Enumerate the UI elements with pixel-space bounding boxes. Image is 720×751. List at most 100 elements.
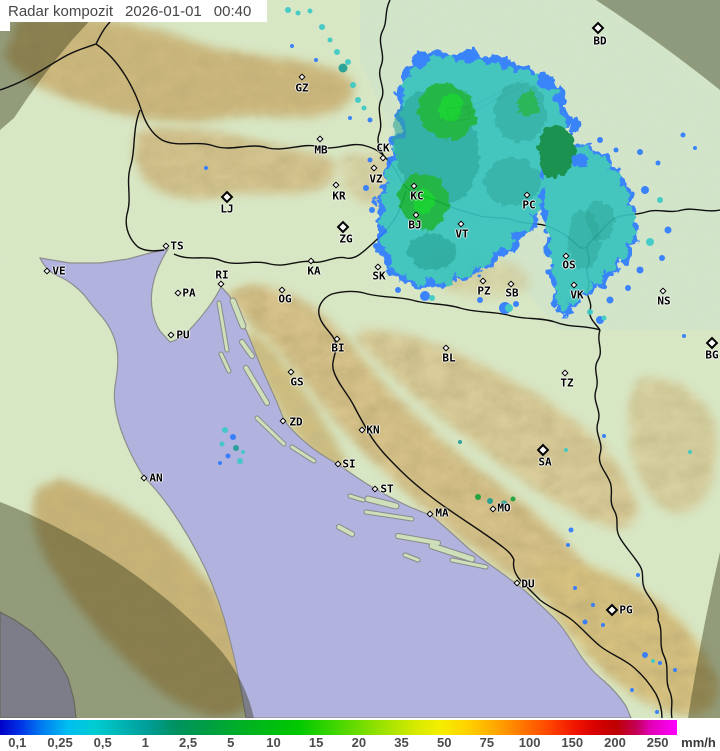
title-bar: Radar kompozit 2026-01-01 00:40	[0, 0, 267, 22]
legend-tick: 0,1	[8, 735, 27, 750]
radar-echo-dot	[513, 301, 519, 307]
radar-echo-dot	[458, 440, 462, 444]
legend-tick: 1	[141, 735, 150, 750]
radar-echo-dot	[477, 297, 483, 303]
radar-echo-dot	[395, 287, 401, 293]
radar-echo-dot	[237, 458, 243, 464]
radar-echo-dot	[613, 147, 619, 153]
radar-echo-dot	[688, 450, 692, 454]
legend-tick: 15	[308, 735, 324, 750]
radar-echo-dot	[475, 494, 481, 500]
legend-color-scale	[0, 720, 677, 735]
legend-tick: 50	[436, 735, 452, 750]
radar-echo-dot	[510, 496, 516, 502]
legend-tick: 75	[479, 735, 495, 750]
radar-echo-dot	[334, 49, 340, 55]
product-time: 00:40	[213, 2, 252, 20]
radar-echo-dot	[636, 266, 644, 274]
legend-tick: 10	[266, 735, 281, 750]
radar-echo-dot	[568, 527, 574, 533]
radar-echo-dot	[601, 623, 605, 627]
radar-echo-dot	[630, 688, 634, 692]
radar-echo-dot	[345, 59, 351, 65]
radar-echo-dot	[664, 226, 672, 234]
radar-echo-dot	[636, 573, 640, 577]
radar-echo-dot	[655, 710, 659, 714]
radar-echo-dot	[658, 661, 662, 665]
islands-layer	[216, 297, 489, 570]
radar-echo-dot	[218, 461, 222, 465]
radar-echo-dot	[505, 304, 513, 312]
title-notch	[0, 22, 10, 31]
radar-echo-dot	[601, 315, 607, 321]
radar-echo-dot	[285, 7, 291, 13]
product-date: 2026-01-01	[125, 2, 202, 20]
radar-echo-dot	[241, 450, 245, 454]
map-canvas	[0, 0, 720, 718]
radar-map	[0, 0, 720, 718]
radar-echo-dot	[233, 445, 239, 451]
radar-echo-dot	[625, 285, 631, 291]
radar-echo-dot	[642, 652, 648, 658]
legend-tick: 2,5	[179, 735, 198, 750]
radar-echo-dot	[338, 63, 348, 73]
radar-echo-dot	[659, 255, 665, 261]
radar-echo-dot	[307, 8, 313, 14]
radar-echo-dot	[420, 291, 430, 301]
radar-echo-dot	[384, 258, 392, 266]
out-of-range-layer	[0, 0, 720, 718]
radar-echo-dot	[602, 434, 606, 438]
radar-echo-dot	[219, 441, 225, 447]
legend-unit: mm/h	[681, 735, 716, 750]
radar-echo-dot	[641, 186, 649, 194]
radar-echo-dot	[646, 238, 654, 246]
radar-echo-dot	[582, 619, 588, 625]
radar-echo-dot	[204, 166, 208, 170]
radar-echo-dot	[222, 427, 228, 433]
radar-echo-dot	[350, 82, 356, 88]
legend-ticks: 0,1 0,25 0,5 1 2,5 5 10 15 20 35 50 75 100 150 200 250	[0, 735, 680, 750]
radar-echo-dot	[655, 160, 661, 166]
radar-layer	[204, 7, 697, 714]
radar-echo-dot	[606, 296, 614, 304]
radar-echo-dot	[295, 10, 301, 16]
radar-echo-dot	[429, 295, 435, 301]
radar-echo-dot	[637, 149, 643, 155]
radar-echo-dot	[369, 207, 375, 213]
radar-echo-dot	[230, 434, 236, 440]
radar-echo-dot	[591, 603, 595, 607]
radar-echo-dot	[319, 24, 325, 30]
radar-echo-dot	[355, 97, 361, 103]
radar-echo-dot	[361, 105, 367, 111]
radar-echo-dot	[487, 498, 493, 504]
radar-echo-dot	[327, 37, 333, 43]
radar-echo-dot	[693, 146, 697, 150]
radar-echo-dot	[314, 58, 318, 62]
radar-echo-dot	[597, 137, 603, 143]
legend-tick: 5	[227, 735, 235, 750]
legend-tick: 200	[604, 735, 626, 750]
product-title: Radar kompozit	[8, 2, 114, 20]
radar-echo-dot	[651, 659, 655, 663]
radar-echo-dot	[367, 117, 373, 123]
radar-echo-dot	[682, 334, 686, 338]
radar-echo-dot	[348, 116, 352, 120]
radar-echo-dot	[566, 543, 570, 547]
radar-echo-dot	[673, 668, 677, 672]
radar-echo-dot	[657, 197, 663, 203]
legend-bar: 0,1 0,25 0,5 1 2,5 5 10 15 20 35 50 75 100 150 200 250 …	[0, 718, 720, 751]
radar-echo-dot	[290, 44, 294, 48]
legend-tick: 250	[646, 735, 669, 750]
radar-echo-dot	[573, 586, 577, 590]
radar-echo-dot	[373, 243, 379, 249]
radar-echo-dot	[500, 500, 508, 508]
radar-echo-dot	[587, 309, 593, 315]
legend-tick: 100	[518, 735, 541, 750]
radar-echo-dot	[680, 132, 686, 138]
legend-tick: 35	[394, 735, 409, 750]
legend-tick: 0,25	[47, 735, 73, 750]
radar-echo-dot	[363, 185, 369, 191]
legend-tick: 150	[561, 735, 584, 750]
radar-echo-dot	[367, 157, 373, 163]
